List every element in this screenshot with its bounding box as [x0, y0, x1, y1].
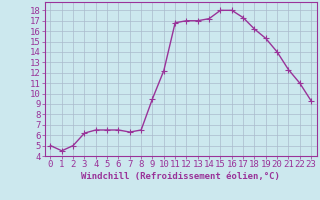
X-axis label: Windchill (Refroidissement éolien,°C): Windchill (Refroidissement éolien,°C) — [81, 172, 280, 181]
